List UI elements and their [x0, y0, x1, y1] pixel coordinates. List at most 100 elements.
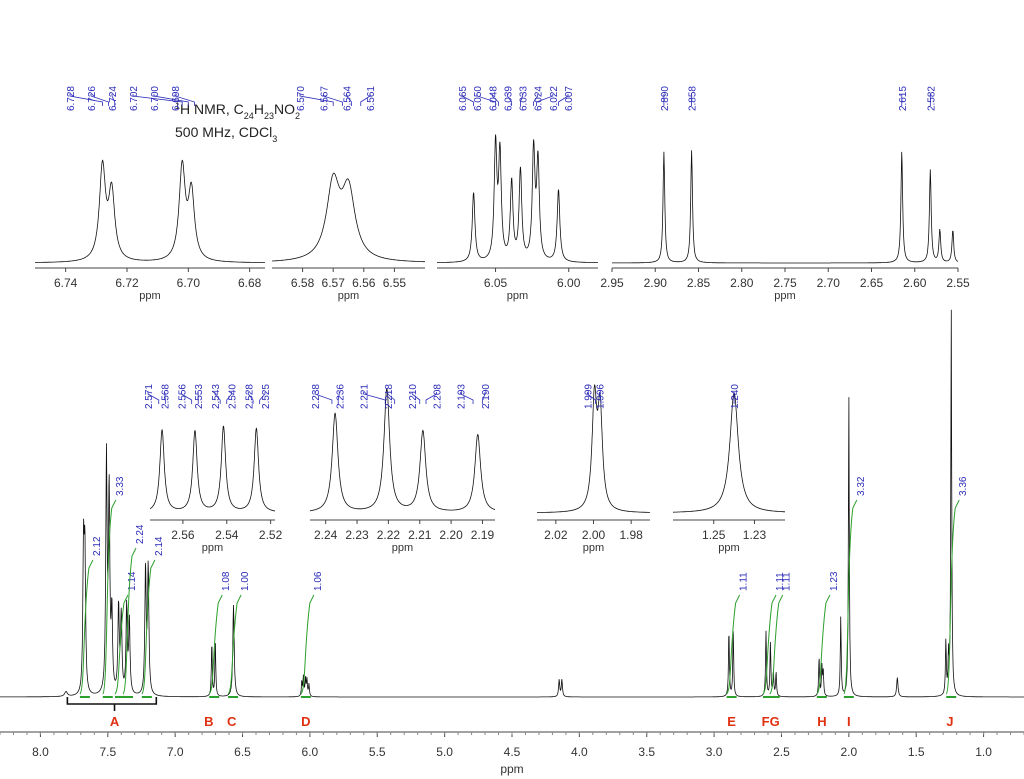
peak-assignment-letter: FG	[762, 714, 780, 729]
peak-shift-label: 6.022	[549, 86, 560, 111]
peak-leader-line	[132, 94, 183, 106]
main-spectrum-trace	[0, 309, 1024, 698]
peak-assignment-letter: A	[110, 714, 120, 729]
inset-x-axis-label: ppm	[392, 542, 413, 554]
peak-leader-line	[520, 94, 523, 106]
peak-leader-line	[214, 392, 221, 404]
inset-spectrum-trace	[272, 172, 425, 263]
title-line-1: 1H NMR, C24H23NO2	[175, 101, 300, 121]
main-x-tick-label: 3.5	[638, 745, 655, 759]
peak-shift-label: 2.218	[384, 384, 395, 409]
peak-assignment-letter: D	[301, 714, 310, 729]
peak-shift-label: 2.238	[311, 384, 322, 409]
peak-shift-label: 2.210	[408, 384, 419, 409]
peak-shift-label: 1.999	[584, 384, 595, 409]
inset-x-tick-label: 2.24	[314, 528, 338, 542]
peak-shift-label: 2.525	[261, 384, 272, 409]
inset-H: 2.24 2.23 2.22 2.21 2.20 2.19 ppm 2.238 2.236 2.2…	[310, 384, 495, 554]
inset-x-tick-label: 2.56	[171, 528, 195, 542]
peak-leader-line	[536, 94, 554, 106]
peak-leader-line	[411, 392, 421, 404]
inset-x-tick-label: 6.05	[484, 276, 508, 290]
peak-leader-line	[476, 94, 496, 106]
integral-curve	[122, 547, 137, 695]
peak-shift-label: 6.698	[171, 86, 182, 111]
peak-shift-label: 2.890	[660, 86, 671, 111]
peak-shift-label: 6.048	[488, 86, 499, 111]
inset-x-tick-label: 6.72	[115, 276, 139, 290]
inset-x-axis-label: ppm	[139, 290, 160, 302]
integral-curve	[227, 594, 242, 695]
inset-x-tick-label: 2.75	[773, 276, 797, 290]
inset-x-tick-label: 2.00	[582, 528, 606, 542]
inset-panels: 6.74 6.72 6.70 6.68 ppm 6.728 6.726 6.724 6.702 6…	[35, 86, 970, 554]
peak-leader-line	[360, 94, 371, 106]
inset-x-tick-label: 2.21	[408, 528, 432, 542]
peak-leader-line	[363, 392, 386, 404]
inset-x-tick-label: 2.02	[544, 528, 568, 542]
main-spectrum: 8.0 7.5 7.0 6.5 6.0 5.5 5.0 4.5 4.0 3.5 3.0 2.5 2.0 1…	[0, 309, 1024, 776]
inset-x-tick-label: 6.58	[291, 276, 315, 290]
inset-B: 6.74 6.72 6.70 6.68 ppm 6.728 6.726 6.724 6.702 6…	[35, 86, 265, 302]
peak-shift-label: 2.568	[161, 384, 172, 409]
peak-assignment-letter: C	[227, 714, 237, 729]
inset-x-tick-label: 2.22	[377, 528, 401, 542]
main-x-tick-label: 2.5	[773, 745, 790, 759]
integral-curve	[769, 594, 784, 695]
peak-assignment-letter: E	[727, 714, 736, 729]
inset-spectrum-trace	[149, 425, 275, 512]
integral-curve	[762, 594, 777, 695]
integral-curve	[102, 499, 117, 695]
inset-x-tick-label: 2.23	[345, 528, 369, 542]
peak-shift-label: 2.208	[432, 384, 443, 409]
peak-assignment-letter: J	[946, 714, 953, 729]
peak-shift-label: 6.561	[366, 86, 377, 111]
main-x-tick-label: 8.0	[32, 745, 49, 759]
peak-leader-line	[460, 392, 474, 404]
inset-x-tick-label: 2.95	[600, 276, 624, 290]
peak-leader-line	[599, 392, 602, 404]
inset-x-tick-label: 2.55	[946, 276, 970, 290]
peak-shift-label: 1.996	[596, 384, 607, 409]
integral-curve	[726, 594, 741, 695]
main-x-tick-label: 6.5	[234, 745, 251, 759]
integral-curve	[843, 499, 858, 695]
peak-leader-line	[461, 94, 474, 106]
title-line-2: 500 MHz, CDCl3	[175, 124, 277, 144]
peak-shift-label: 6.033	[519, 86, 530, 111]
main-x-tick-label: 1.5	[908, 745, 925, 759]
main-x-tick-label: 5.0	[436, 745, 453, 759]
inset-I: 2.02 2.00 1.98 ppm 1.999 1.996	[537, 384, 650, 554]
inset-x-tick-label: 1.25	[702, 528, 726, 542]
peak-leader-line	[587, 392, 596, 404]
peak-leader-line	[174, 94, 195, 106]
integral-value: 1.23	[829, 571, 840, 591]
inset-x-axis-label: ppm	[338, 290, 359, 302]
inset-x-axis-label: ppm	[718, 542, 739, 554]
peak-shift-label: 2.553	[194, 384, 205, 409]
inset-x-axis-label: ppm	[583, 542, 604, 554]
main-x-tick-label: 7.5	[99, 745, 116, 759]
inset-x-tick-label: 2.65	[860, 276, 884, 290]
inset-spectrum-trace	[310, 388, 495, 512]
peak-shift-label: 2.236	[335, 384, 346, 409]
peak-assignment-letter: H	[817, 714, 826, 729]
main-x-tick-label: 6.0	[302, 745, 319, 759]
peak-leader-line	[322, 94, 343, 106]
peak-leader-line	[425, 392, 437, 404]
integral-curve	[300, 594, 315, 695]
inset-EF: 2.95 2.90 2.85 2.80 2.75 2.70 2.65 2.60 2.55 ppm 2…	[600, 86, 970, 302]
integral-value: 2.24	[135, 524, 146, 544]
peak-leader-line	[299, 94, 334, 106]
inset-x-axis-label: ppm	[202, 542, 223, 554]
integral-curve	[945, 499, 960, 695]
peak-leader-line	[491, 94, 499, 106]
inset-x-tick-label: 2.54	[215, 528, 239, 542]
inset-x-tick-label: 2.85	[687, 276, 711, 290]
integral-value: 1.08	[221, 571, 232, 591]
peak-leader-line	[226, 392, 232, 404]
inset-x-tick-label: 6.70	[177, 276, 201, 290]
integral-value: 1.11	[782, 572, 793, 591]
main-x-tick-label: 5.5	[369, 745, 386, 759]
